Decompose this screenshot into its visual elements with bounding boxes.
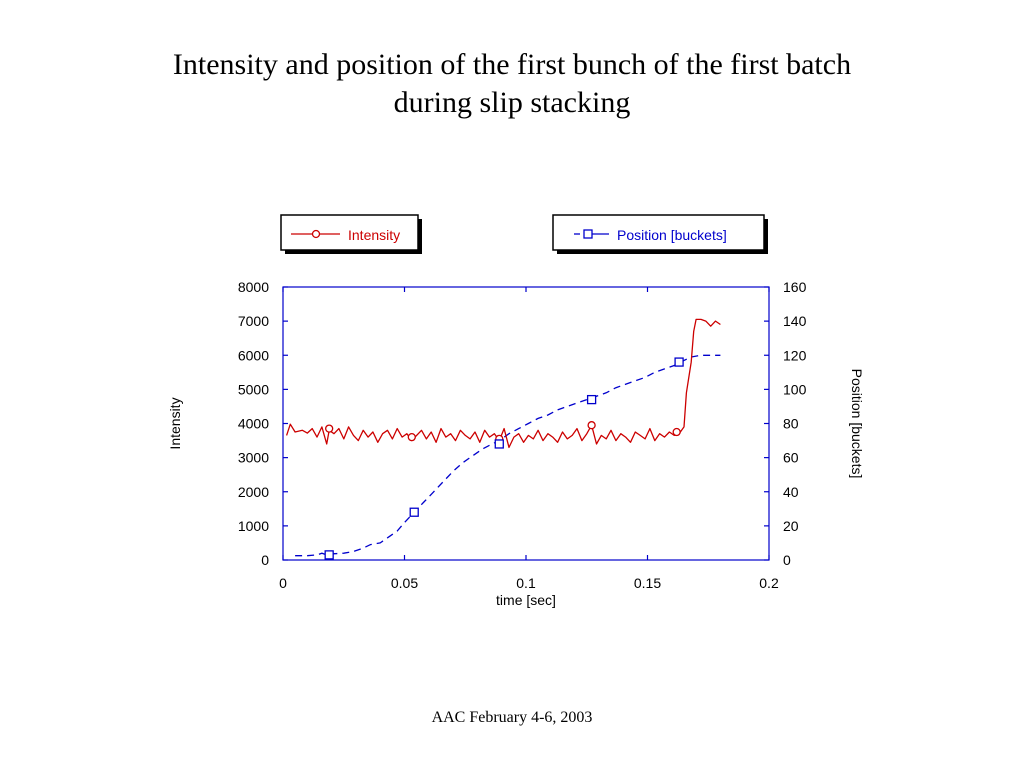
- slide-title: Intensity and position of the first bunc…: [0, 46, 1024, 122]
- intensity-marker: [587, 421, 596, 430]
- y-tick-label: 8000: [238, 279, 269, 295]
- legend-intensity-label: Intensity: [348, 227, 400, 243]
- intensity-marker: [407, 432, 416, 442]
- legend-position-square-icon: [583, 229, 593, 239]
- y2-tick-label: 120: [783, 347, 807, 363]
- axis-ticks: [282, 286, 770, 561]
- legend-intensity-box: [280, 214, 419, 251]
- legend-position: Position [buckets]: [552, 214, 768, 254]
- plot-frame: [282, 286, 770, 561]
- y2-axis-label: Position [buckets]: [849, 369, 865, 479]
- x-tick-label: 0.1: [516, 575, 536, 591]
- position-marker: [586, 394, 597, 405]
- y-tick-label: 5000: [238, 381, 269, 397]
- position-marker: [324, 550, 334, 560]
- intensity-marker: [325, 424, 334, 433]
- slide-title-line-1: Intensity and position of the first bunc…: [172, 48, 852, 81]
- slide-footer: AAC February 4-6, 2003: [431, 709, 593, 726]
- intensity-marker: [672, 427, 681, 437]
- position-marker: [494, 439, 504, 449]
- axis-tick-labels: 0 0.05 0.1 0.15 0.20100020003000400050006000…: [238, 279, 807, 591]
- y2-tick-label: 40: [783, 484, 799, 500]
- y2-tick-label: 60: [783, 450, 799, 466]
- x-tick-label: 0: [279, 575, 287, 591]
- y-tick-label: 1000: [238, 518, 269, 534]
- x-tick-label: 0.2: [759, 575, 779, 591]
- y2-tick-label: 20: [783, 518, 799, 534]
- y-tick-label: 0: [261, 552, 269, 568]
- x-tick-label: 0.05: [391, 575, 418, 591]
- y2-tick-label: 80: [783, 416, 799, 432]
- y2-tick-label: 100: [783, 381, 807, 397]
- series-position-line: [295, 354, 721, 557]
- position-marker: [409, 507, 419, 517]
- position-marker: [674, 357, 684, 367]
- y2-tick-label: 140: [783, 313, 807, 329]
- legend-intensity: Intensity: [280, 214, 422, 254]
- y-tick-label: 3000: [238, 450, 269, 466]
- slide-title-line-2: during slip stacking: [393, 86, 631, 119]
- legend-intensity-circle-icon: [311, 229, 321, 239]
- series-layer: [285, 318, 721, 560]
- y-axis-label: Intensity: [167, 397, 183, 449]
- y-tick-label: 4000: [238, 416, 269, 432]
- legend-position-label: Position [buckets]: [617, 227, 727, 243]
- y-tick-label: 7000: [238, 313, 269, 329]
- y2-tick-label: 160: [783, 279, 807, 295]
- y-tick-label: 6000: [238, 347, 269, 363]
- x-tick-label: 0.15: [634, 575, 661, 591]
- y-tick-label: 2000: [238, 484, 269, 500]
- series-intensity-line: [285, 318, 721, 449]
- x-axis-label: time [sec]: [496, 592, 556, 608]
- y2-tick-label: 0: [783, 552, 791, 568]
